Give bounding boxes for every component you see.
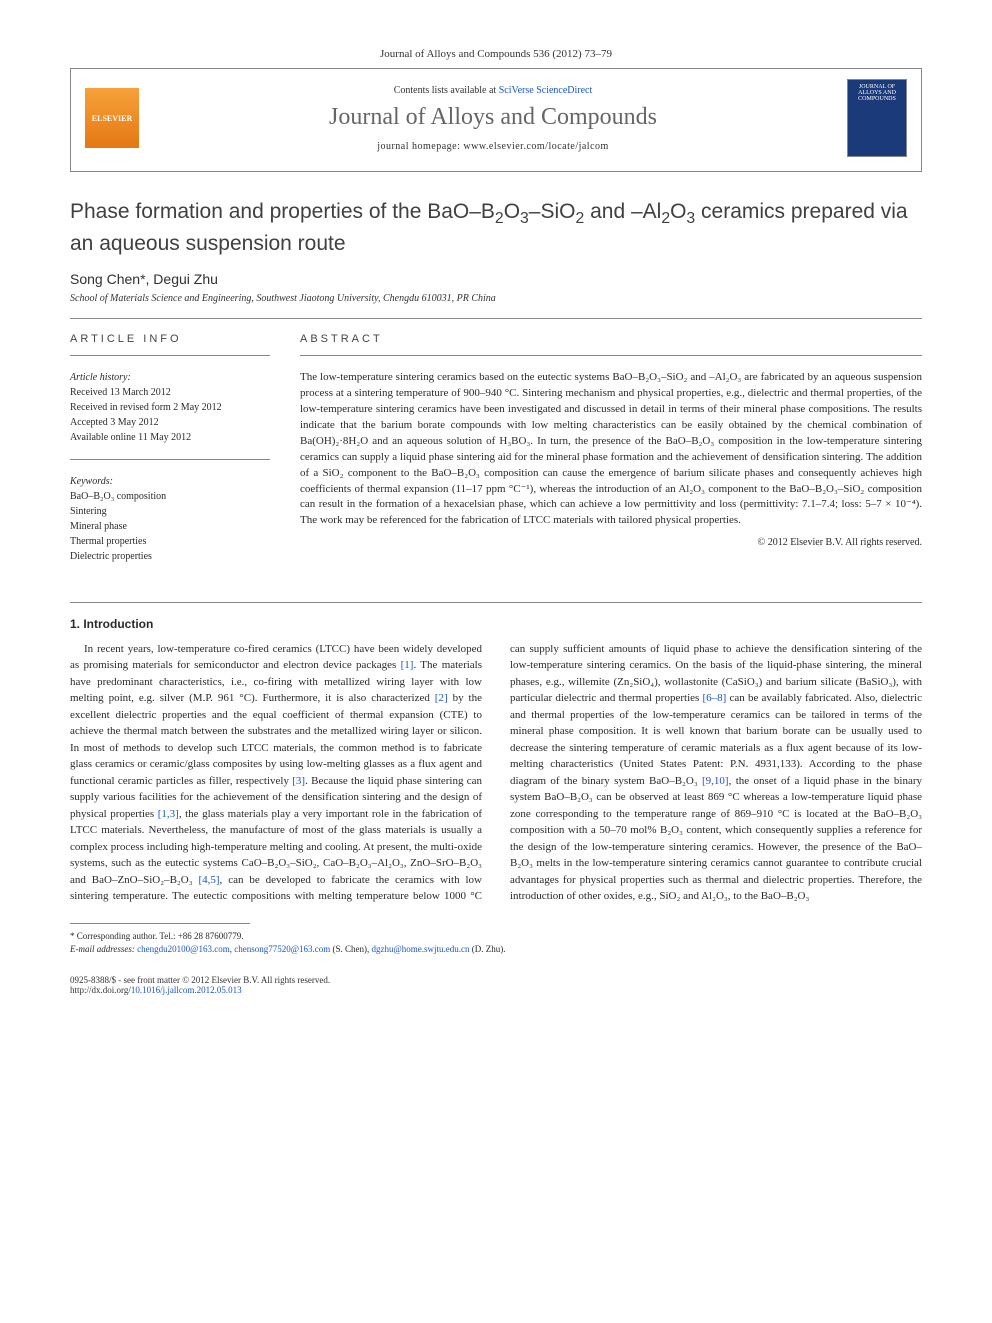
- body-text: In recent years, low-temperature co-fire…: [70, 641, 922, 905]
- affiliation: School of Materials Science and Engineer…: [70, 293, 922, 304]
- email-link[interactable]: chengdu20100@163.com: [137, 944, 230, 954]
- email-label: E-mail addresses:: [70, 944, 137, 954]
- front-matter: 0925-8388/$ - see front matter © 2012 El…: [70, 975, 330, 985]
- doi-line: http://dx.doi.org/10.1016/j.jallcom.2012…: [70, 985, 330, 995]
- contents-pre: Contents lists available at: [394, 85, 499, 96]
- author-list: Song Chen*, Degui Zhu: [70, 271, 922, 287]
- ref-link[interactable]: [1]: [401, 659, 414, 671]
- article-info-head: ARTICLE INFO: [70, 333, 270, 345]
- keyword-item: Dielectric properties: [70, 549, 270, 564]
- body-paragraph: In recent years, low-temperature co-fire…: [70, 641, 922, 905]
- abstract: ABSTRACT The low-temperature sintering c…: [300, 333, 922, 578]
- journal-name: Journal of Alloys and Compounds: [153, 104, 833, 131]
- divider: [70, 318, 922, 319]
- history-item: Received 13 March 2012: [70, 385, 270, 400]
- header-center: Contents lists available at SciVerse Sci…: [153, 85, 833, 152]
- doi-pre: http://dx.doi.org/: [70, 985, 131, 995]
- author-1: Song Chen: [70, 271, 140, 287]
- email-who: (S. Chen),: [330, 944, 371, 954]
- ref-link[interactable]: [9,10]: [702, 775, 729, 787]
- history-item: Accepted 3 May 2012: [70, 415, 270, 430]
- keywords-label: Keywords:: [70, 474, 270, 489]
- keyword-item: BaO–B₂O₃ composition: [70, 489, 270, 504]
- divider: [70, 355, 270, 356]
- title-p1: Phase formation and properties of the Ba…: [70, 200, 495, 223]
- body-span: can be availably fabricated. Also, diele…: [510, 692, 922, 787]
- ref-link[interactable]: [2]: [435, 692, 448, 704]
- history-item: Received in revised form 2 May 2012: [70, 400, 270, 415]
- article-title: Phase formation and properties of the Ba…: [70, 198, 922, 257]
- homepage-url[interactable]: www.elsevier.com/locate/jalcom: [463, 141, 608, 152]
- corresponding-author: * Corresponding author. Tel.: +86 28 876…: [70, 930, 922, 944]
- homepage-line: journal homepage: www.elsevier.com/locat…: [153, 141, 833, 152]
- citation-line: Journal of Alloys and Compounds 536 (201…: [70, 48, 922, 60]
- body-span: by the excellent dielectric properties a…: [70, 692, 482, 787]
- abstract-head: ABSTRACT: [300, 333, 922, 345]
- divider: [70, 602, 922, 603]
- history-item: Available online 11 May 2012: [70, 430, 270, 445]
- author-2: Degui Zhu: [153, 271, 218, 287]
- footer-left: 0925-8388/$ - see front matter © 2012 El…: [70, 975, 330, 995]
- body-span: , the onset of a liquid phase in the bin…: [510, 775, 922, 903]
- keyword-item: Thermal properties: [70, 534, 270, 549]
- footnote-divider: [70, 923, 250, 924]
- article-info: ARTICLE INFO Article history: Received 1…: [70, 333, 270, 578]
- ref-link[interactable]: [1,3]: [158, 808, 179, 820]
- footnotes: * Corresponding author. Tel.: +86 28 876…: [70, 930, 922, 957]
- divider: [70, 459, 270, 460]
- title-p2: O: [504, 200, 520, 223]
- info-abstract-row: ARTICLE INFO Article history: Received 1…: [70, 333, 922, 578]
- ref-link[interactable]: [3]: [292, 775, 305, 787]
- email-link[interactable]: chensong77520@163.com: [234, 944, 330, 954]
- keyword-item: Sintering: [70, 504, 270, 519]
- email-who: (D. Zhu).: [470, 944, 506, 954]
- homepage-pre: journal homepage:: [377, 141, 463, 152]
- ref-link[interactable]: [6–8]: [702, 692, 726, 704]
- divider: [300, 355, 922, 356]
- contents-line: Contents lists available at SciVerse Sci…: [153, 85, 833, 96]
- sciencedirect-link[interactable]: SciVerse ScienceDirect: [499, 85, 593, 96]
- email-line: E-mail addresses: chengdu20100@163.com, …: [70, 943, 922, 957]
- elsevier-logo: ELSEVIER: [85, 88, 139, 148]
- ref-link[interactable]: [4,5]: [198, 874, 219, 886]
- journal-cover-thumb: JOURNAL OF ALLOYS AND COMPOUNDS: [847, 79, 907, 157]
- title-p5: O: [670, 200, 686, 223]
- email-link[interactable]: dgzhu@home.swjtu.edu.cn: [371, 944, 469, 954]
- history-label: Article history:: [70, 370, 270, 385]
- title-p4: and –Al: [584, 200, 661, 223]
- keyword-item: Mineral phase: [70, 519, 270, 534]
- journal-header: ELSEVIER Contents lists available at Sci…: [70, 68, 922, 172]
- abstract-copyright: © 2012 Elsevier B.V. All rights reserved…: [300, 537, 922, 548]
- doi-link[interactable]: 10.1016/j.jallcom.2012.05.013: [131, 985, 242, 995]
- abstract-text: The low-temperature sintering ceramics b…: [300, 370, 922, 529]
- title-p3: –SiO: [529, 200, 576, 223]
- page-footer: 0925-8388/$ - see front matter © 2012 El…: [70, 975, 922, 995]
- section-1-head: 1. Introduction: [70, 617, 922, 631]
- article-history: Article history: Received 13 March 2012 …: [70, 370, 270, 445]
- keywords: Keywords: BaO–B₂O₃ composition Sintering…: [70, 474, 270, 564]
